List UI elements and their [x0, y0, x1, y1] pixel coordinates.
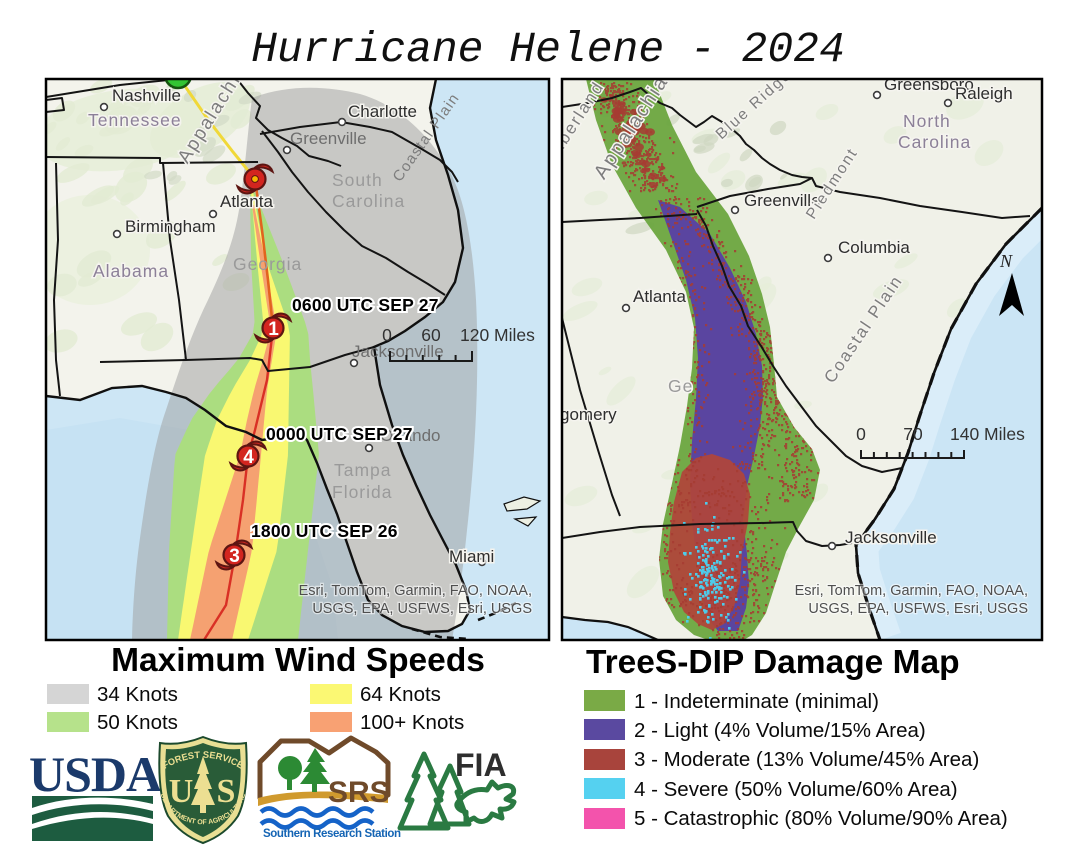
svg-text:Jacksonville: Jacksonville	[845, 528, 937, 547]
svg-text:N: N	[999, 251, 1013, 271]
svg-text:Greenville: Greenville	[290, 129, 367, 148]
svg-text:Florida: Florida	[332, 482, 393, 502]
svg-text:64 Knots: 64 Knots	[360, 683, 441, 706]
svg-text:3: 3	[229, 546, 240, 567]
svg-text:Carolina: Carolina	[898, 132, 971, 152]
svg-text:1 - Indeterminate (minimal): 1 - Indeterminate (minimal)	[634, 690, 879, 713]
svg-text:4 - Severe (50% Volume/60% Are: 4 - Severe (50% Volume/60% Area)	[634, 778, 958, 801]
svg-text:Orlando: Orlando	[380, 426, 440, 445]
svg-text:60: 60	[421, 325, 441, 345]
svg-text:Nashville: Nashville	[112, 86, 181, 105]
svg-text:South: South	[332, 170, 383, 190]
svg-text:0: 0	[856, 424, 866, 444]
svg-text:Carolina: Carolina	[332, 191, 405, 211]
svg-text:1800 UTC SEP 26: 1800 UTC SEP 26	[251, 521, 398, 541]
svg-text:0600 UTC SEP 27: 0600 UTC SEP 27	[292, 295, 439, 315]
svg-text:Atlanta: Atlanta	[633, 287, 686, 306]
svg-text:Hurricane Helene - 2024: Hurricane Helene - 2024	[251, 25, 845, 74]
svg-text:Columbia: Columbia	[838, 238, 910, 257]
svg-text:Atlanta: Atlanta	[220, 192, 273, 211]
svg-text:Raleigh: Raleigh	[955, 84, 1013, 103]
svg-text:50 Knots: 50 Knots	[97, 711, 178, 734]
svg-text:FIA: FIA	[455, 747, 507, 783]
svg-text:Maximum Wind Speeds: Maximum Wind Speeds	[111, 642, 485, 679]
svg-text:Charlotte: Charlotte	[348, 102, 417, 121]
svg-text:Tampa: Tampa	[334, 460, 392, 480]
svg-text:34 Knots: 34 Knots	[97, 683, 178, 706]
svg-text:Greenville: Greenville	[744, 191, 821, 210]
svg-text:Georgia: Georgia	[233, 254, 302, 274]
svg-text:USGS, EPA, USFWS, Esri, USGS: USGS, EPA, USFWS, Esri, USGS	[808, 601, 1028, 617]
svg-text:0: 0	[382, 325, 392, 345]
svg-text:0000 UTC SEP 27: 0000 UTC SEP 27	[266, 424, 413, 444]
svg-text:Southern Research Station: Southern Research Station	[263, 828, 401, 840]
svg-text:SRS: SRS	[328, 776, 390, 809]
svg-text:U: U	[169, 773, 194, 810]
svg-text:Esri, TomTom, Garmin, FAO, NOA: Esri, TomTom, Garmin, FAO, NOAA,	[299, 583, 532, 599]
svg-text:North: North	[903, 111, 951, 131]
svg-text:Alabama: Alabama	[93, 261, 169, 281]
svg-text:140 Miles: 140 Miles	[950, 424, 1025, 444]
svg-text:USDA: USDA	[29, 746, 162, 802]
svg-text:4: 4	[243, 447, 254, 468]
svg-text:Greensboro: Greensboro	[884, 75, 974, 94]
svg-text:gomery: gomery	[560, 405, 617, 424]
svg-text:Ge: Ge	[668, 376, 693, 396]
svg-text:Esri, TomTom, Garmin, FAO, NOA: Esri, TomTom, Garmin, FAO, NOAA,	[795, 583, 1028, 599]
svg-text:2 - Light (4% Volume/15% Area): 2 - Light (4% Volume/15% Area)	[634, 719, 926, 742]
svg-text:100+ Knots: 100+ Knots	[360, 711, 464, 734]
svg-text:TreeS-DIP Damage Map: TreeS-DIP Damage Map	[586, 644, 960, 681]
svg-text:1: 1	[268, 319, 279, 340]
svg-text:Birmingham: Birmingham	[125, 217, 216, 236]
svg-text:3 - Moderate (13% Volume/45% A: 3 - Moderate (13% Volume/45% Area)	[634, 748, 979, 771]
svg-text:70: 70	[903, 424, 923, 444]
svg-text:Miami: Miami	[449, 547, 494, 566]
svg-text:S: S	[217, 773, 236, 810]
svg-text:Tennessee: Tennessee	[88, 110, 182, 130]
svg-text:5 - Catastrophic (80% Volume/9: 5 - Catastrophic (80% Volume/90% Area)	[634, 807, 1008, 830]
svg-text:USGS, EPA, USFWS, Esri, USGS: USGS, EPA, USFWS, Esri, USGS	[312, 601, 532, 617]
svg-text:120 Miles: 120 Miles	[460, 325, 535, 345]
svg-text:Jacksonville: Jacksonville	[352, 342, 444, 361]
